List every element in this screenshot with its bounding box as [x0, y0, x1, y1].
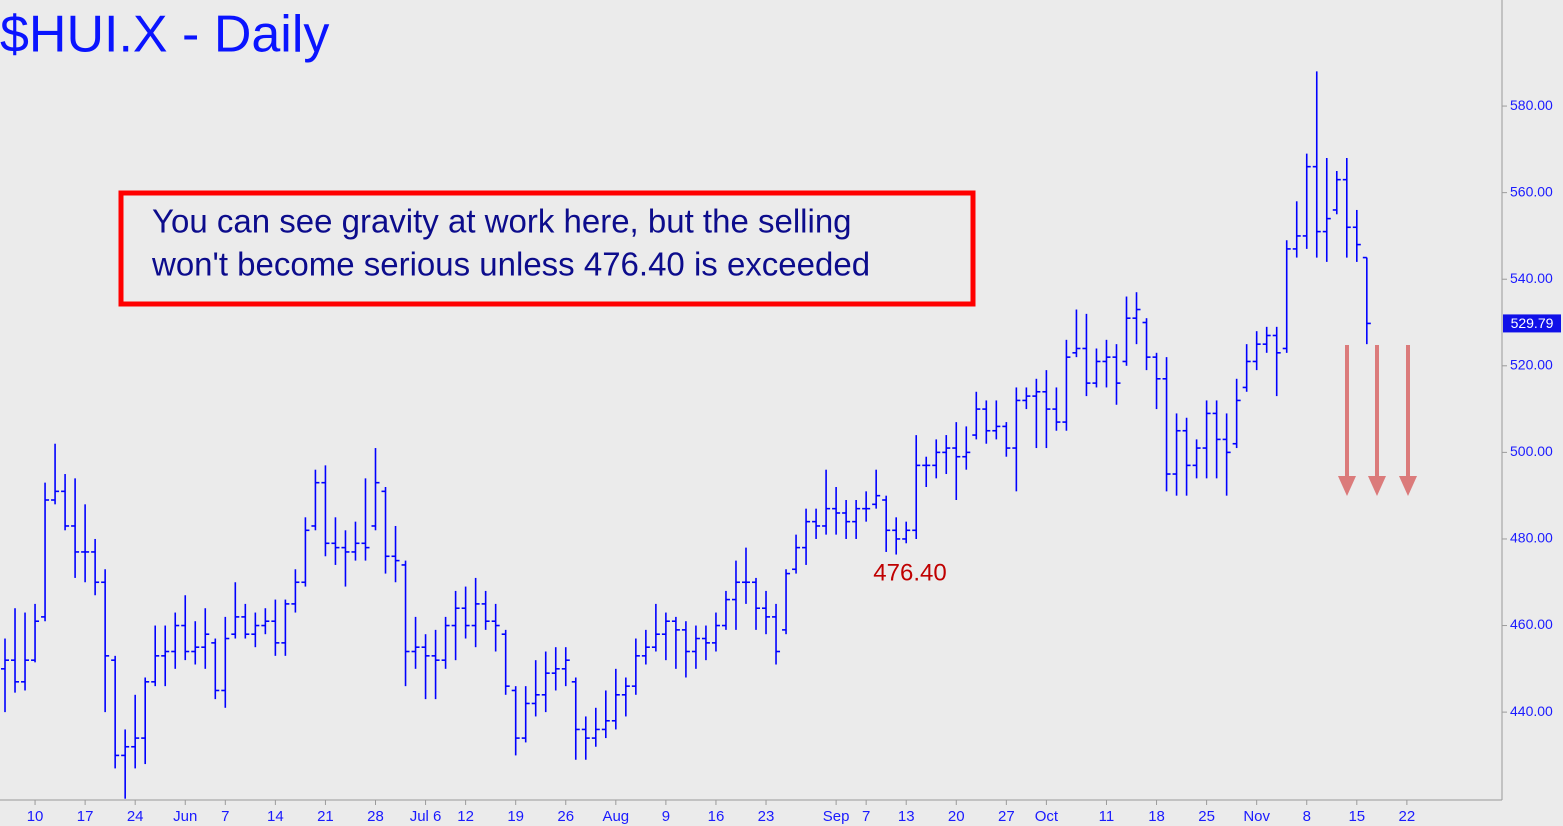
x-tick-label: 20 [948, 808, 965, 825]
x-tick-label: 22 [1399, 808, 1416, 825]
level-label: 476.40 [873, 559, 946, 586]
last-price-tag [1503, 314, 1561, 333]
x-tick-label: Sep [823, 808, 850, 825]
y-tick-label: 500.00 [1510, 443, 1553, 459]
last-price-label: 529.79 [1511, 315, 1554, 331]
x-tick-label: 7 [862, 808, 870, 825]
annotation-line: won't become serious unless 476.40 is ex… [151, 246, 870, 283]
bars [1, 71, 1371, 799]
x-tick-label: 7 [221, 808, 229, 825]
chart-title: $HUI.X - Daily [0, 6, 329, 64]
annotation-line: You can see gravity at work here, but th… [152, 203, 852, 240]
y-tick-label: 460.00 [1510, 616, 1553, 632]
x-tick-label: 18 [1148, 808, 1165, 825]
x-tick-label: 27 [998, 808, 1015, 825]
x-tick-label: 14 [267, 808, 284, 825]
x-tick-label: 24 [127, 808, 144, 825]
x-tick-label: 12 [457, 808, 474, 825]
annotation-box [118, 190, 976, 307]
y-tick-label: 560.00 [1510, 183, 1553, 199]
x-tick-label: 10 [27, 808, 44, 825]
x-tick-label: Oct [1035, 808, 1059, 825]
x-tick-label: Aug [602, 808, 629, 825]
x-tick-label: Jun [173, 808, 197, 825]
arrow-head [1399, 476, 1417, 496]
y-tick-label: 540.00 [1510, 270, 1553, 286]
x-tick-label: 13 [898, 808, 915, 825]
arrow-head [1338, 476, 1356, 496]
x-tick-label: Jul 6 [410, 808, 442, 825]
x-tick-label: 26 [557, 808, 574, 825]
x-tick-label: 16 [708, 808, 725, 825]
x-tick-label: 11 [1099, 808, 1115, 825]
x-tick-label: 28 [367, 808, 384, 825]
x-tick-label: 19 [507, 808, 524, 825]
y-tick-label: 520.00 [1510, 357, 1553, 373]
x-tick-label: Nov [1243, 808, 1270, 825]
y-tick-label: 480.00 [1510, 530, 1553, 546]
arrow-head [1368, 476, 1386, 496]
x-tick-label: 8 [1303, 808, 1311, 825]
x-tick-label: 21 [317, 808, 334, 825]
x-tick-label: 25 [1198, 808, 1215, 825]
y-tick-label: 440.00 [1510, 703, 1553, 719]
y-tick-label: 580.00 [1510, 97, 1553, 113]
x-tick-label: 17 [77, 808, 94, 825]
x-tick-label: 23 [758, 808, 775, 825]
x-tick-label: 9 [662, 808, 670, 825]
arrows [1338, 345, 1417, 496]
x-tick-label: 15 [1348, 808, 1365, 825]
